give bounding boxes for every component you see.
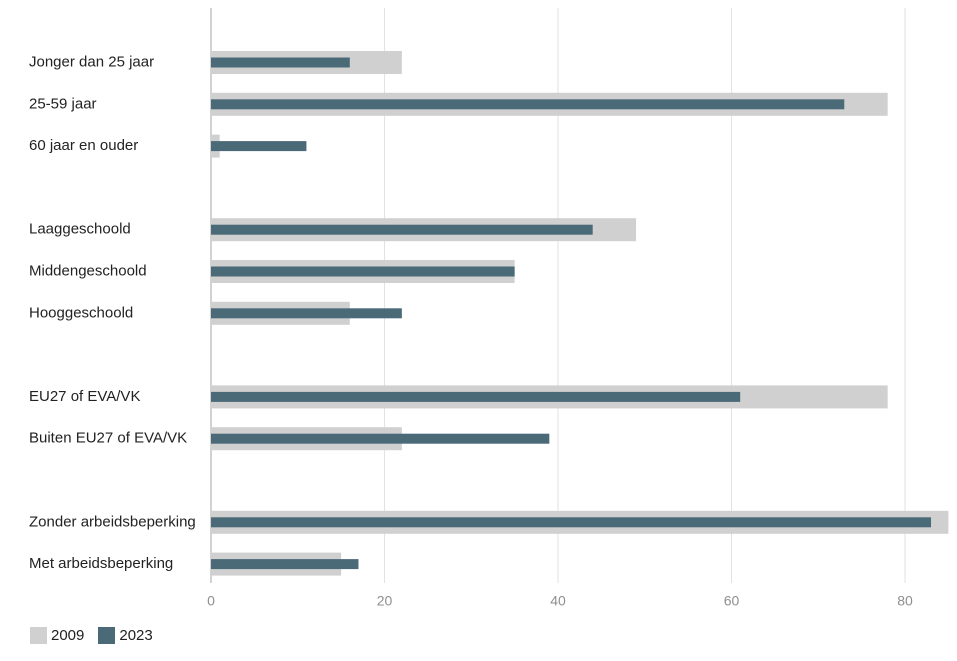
bar-2023-8 bbox=[211, 517, 932, 528]
legend-item-2009: 2009 bbox=[30, 627, 84, 644]
category-label-7: Buiten EU27 of EVA/VK bbox=[29, 430, 187, 447]
bars bbox=[211, 51, 949, 576]
bar-2023-0 bbox=[211, 57, 350, 68]
category-label-3: Laaggeschoold bbox=[29, 221, 131, 238]
legend-label-2023: 2023 bbox=[119, 627, 153, 644]
x-tick-label-60: 60 bbox=[724, 593, 740, 609]
category-label-1: 25-59 jaar bbox=[29, 95, 97, 112]
category-label-6: EU27 of EVA/VK bbox=[29, 388, 140, 405]
bar-2023-7 bbox=[211, 433, 550, 444]
x-tick-label-40: 40 bbox=[550, 593, 566, 609]
category-label-9: Met arbeidsbeperking bbox=[29, 555, 173, 572]
x-tick-label-80: 80 bbox=[897, 593, 913, 609]
x-tick-label-0: 0 bbox=[207, 593, 215, 609]
legend-label-2009: 2009 bbox=[51, 627, 85, 644]
legend-item-2023: 2023 bbox=[98, 627, 153, 644]
bar-2023-1 bbox=[211, 99, 845, 110]
category-label-0: Jonger dan 25 jaar bbox=[29, 53, 154, 70]
category-labels: Jonger dan 25 jaar 25-59 jaar 60 jaar en o… bbox=[29, 53, 196, 572]
bar-2023-4 bbox=[211, 266, 515, 277]
x-tick-label-20: 20 bbox=[377, 593, 393, 609]
legend-swatch-2023 bbox=[98, 627, 116, 644]
bar-2023-9 bbox=[211, 559, 359, 570]
category-label-2: 60 jaar en ouder bbox=[29, 137, 138, 154]
category-label-4: Middengeschoold bbox=[29, 262, 147, 279]
bar-2023-5 bbox=[211, 308, 402, 319]
bar-2023-3 bbox=[211, 224, 593, 235]
category-label-8: Zonder arbeidsbeperking bbox=[29, 513, 196, 530]
legend-swatch-2009 bbox=[30, 627, 47, 644]
bar-2023-6 bbox=[211, 391, 741, 402]
category-label-5: Hooggeschoold bbox=[29, 304, 133, 321]
x-axis-ticks: 0 20 40 60 80 bbox=[207, 593, 913, 609]
bar-2023-2 bbox=[211, 141, 307, 152]
legend: 2009 2023 bbox=[30, 627, 167, 644]
